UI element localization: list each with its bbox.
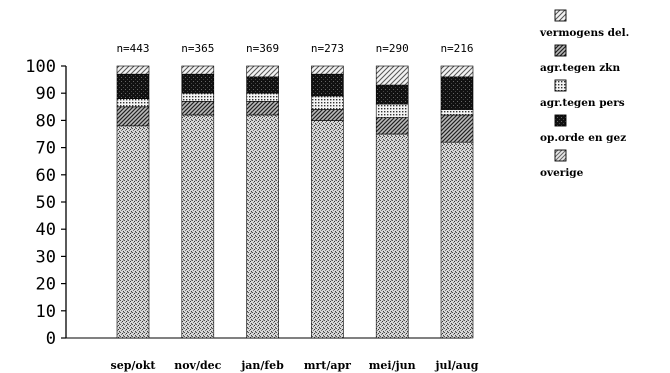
- bar-segment-5: [375, 65, 409, 86]
- legend-label: overige: [540, 167, 584, 179]
- y-tick-label: 90: [36, 84, 56, 104]
- legend-label: agr.tegen zkn: [540, 62, 620, 74]
- x-tick-label: nov/dec: [174, 359, 221, 372]
- bar-segment-2: [246, 101, 279, 116]
- legend-swatch: [554, 44, 567, 57]
- x-tick-labels: sep/okt nov/dec jan/feb mrt/apr mei/jun jul/a…: [111, 359, 479, 372]
- bar-segment-5: [440, 65, 474, 78]
- n-label: n=443: [116, 42, 149, 55]
- bar-segment-5: [181, 65, 215, 75]
- x-tick-label: mrt/apr: [304, 359, 351, 372]
- bars: [116, 65, 474, 339]
- bar-segment-3: [311, 95, 344, 110]
- bar-segment-2: [181, 101, 215, 116]
- y-axis: 0 10 20 30 40 50 60 70 80 90 100: [25, 57, 470, 349]
- bar-segment-5: [311, 65, 344, 75]
- bar-segment-4: [375, 84, 409, 105]
- bar-segment-1: [375, 133, 409, 339]
- y-tick-label: 30: [36, 247, 56, 267]
- bar-segment-2: [440, 114, 474, 143]
- bar-segment-1: [311, 120, 344, 339]
- bar-segment-3: [440, 109, 474, 116]
- n-label: n=369: [246, 42, 279, 55]
- legend: vermogens del. agr.tegen zkn agr.tegen per…: [539, 9, 629, 179]
- y-tick-label: 10: [36, 302, 56, 322]
- legend-label: vermogens del.: [539, 27, 629, 39]
- bar-segment-2: [311, 109, 344, 121]
- legend-swatch: [554, 149, 567, 162]
- bar-segment-4: [246, 76, 279, 94]
- bar-segment-3: [116, 98, 150, 108]
- y-tick-label: 50: [36, 193, 56, 213]
- bar-segment-5: [246, 65, 279, 78]
- bar-segment-4: [116, 73, 150, 99]
- bar-segment-1: [116, 125, 150, 339]
- legend-swatch: [554, 9, 567, 22]
- legend-swatch: [554, 79, 567, 92]
- legend-swatch: [554, 114, 567, 127]
- y-tick-label: 70: [36, 139, 56, 159]
- bar-segment-4: [311, 73, 344, 97]
- n-label: n=273: [311, 42, 344, 55]
- y-tick-label: 80: [36, 111, 56, 131]
- bar-segment-3: [246, 92, 279, 102]
- bar-segment-3: [181, 92, 215, 102]
- n-label: n=365: [181, 42, 214, 55]
- y-tick-label: 40: [36, 220, 56, 240]
- bar-segment-2: [375, 117, 409, 135]
- x-tick-label: jul/aug: [435, 359, 479, 372]
- y-tick-label: 60: [36, 166, 56, 186]
- bar-segment-4: [181, 73, 215, 94]
- x-tick-label: sep/okt: [111, 359, 157, 372]
- n-label: n=216: [440, 42, 473, 55]
- bar-segment-1: [440, 141, 474, 339]
- legend-label: op.orde en gez: [540, 132, 626, 144]
- n-label: n=290: [376, 42, 409, 55]
- bar-segment-1: [181, 114, 215, 339]
- n-labels: n=443 n=365 n=369 n=273 n=290 n=216: [116, 42, 473, 55]
- x-tick-label: mei/jun: [369, 359, 416, 372]
- bar-segment-4: [440, 76, 474, 110]
- x-tick-label: jan/feb: [240, 359, 284, 372]
- bar-segment-1: [246, 114, 279, 339]
- bar-segment-5: [116, 65, 150, 75]
- y-tick-label: 20: [36, 275, 56, 295]
- bar-segment-3: [375, 103, 409, 118]
- bar-segment-2: [116, 106, 150, 127]
- legend-label: agr.tegen pers: [540, 97, 625, 109]
- y-tick-label: 100: [25, 57, 56, 77]
- y-tick-label: 0: [46, 329, 56, 349]
